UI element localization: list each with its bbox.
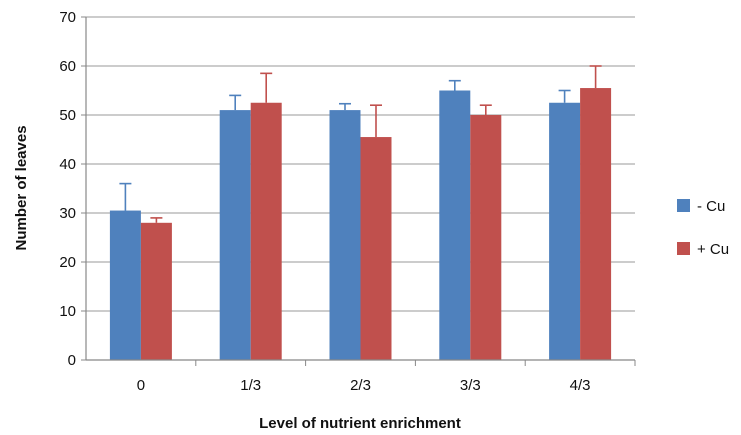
legend-label-plus-cu: + Cu <box>697 241 729 258</box>
y-tick-label: 20 <box>59 254 76 271</box>
x-tick-labels: 0 1/3 2/3 3/3 4/3 <box>137 360 636 394</box>
legend-swatch-minus-cu <box>677 199 690 212</box>
bars-layer <box>109 88 612 361</box>
bar-plus-cu-0 <box>140 222 172 360</box>
y-tick-labels: 0 10 20 30 40 50 60 70 <box>59 9 86 369</box>
x-tick-label: 4/3 <box>570 377 591 394</box>
y-tick-label: 70 <box>59 9 76 26</box>
y-tick-label: 50 <box>59 107 76 124</box>
error-bars-layer <box>119 65 602 223</box>
bar-plus-cu-3 <box>470 115 502 360</box>
legend-swatch-plus-cu <box>677 242 690 255</box>
x-tick-label: 1/3 <box>240 377 261 394</box>
bar-minus-cu-4 <box>549 102 581 360</box>
bar-plus-cu-4 <box>580 88 612 361</box>
y-tick-label: 10 <box>59 303 76 320</box>
x-tick-label: 3/3 <box>460 377 481 394</box>
bar-plus-cu-1 <box>250 102 282 360</box>
y-tick-label: 0 <box>68 352 76 369</box>
x-tick-label: 0 <box>137 377 145 394</box>
x-tick-label: 2/3 <box>350 377 371 394</box>
y-tick-label: 40 <box>59 156 76 173</box>
bar-plus-cu-2 <box>360 137 392 360</box>
bar-minus-cu-1 <box>219 110 251 360</box>
y-tick-label: 30 <box>59 205 76 222</box>
bar-minus-cu-3 <box>439 90 471 360</box>
legend-label-minus-cu: - Cu <box>697 198 725 215</box>
x-axis-title: Level of nutrient enrichment <box>259 415 461 432</box>
bar-minus-cu-2 <box>329 110 361 360</box>
legend: - Cu + Cu <box>677 198 729 258</box>
y-axis-title: Number of leaves <box>13 125 30 250</box>
bar-minus-cu-0 <box>109 210 141 360</box>
y-tick-label: 60 <box>59 58 76 75</box>
